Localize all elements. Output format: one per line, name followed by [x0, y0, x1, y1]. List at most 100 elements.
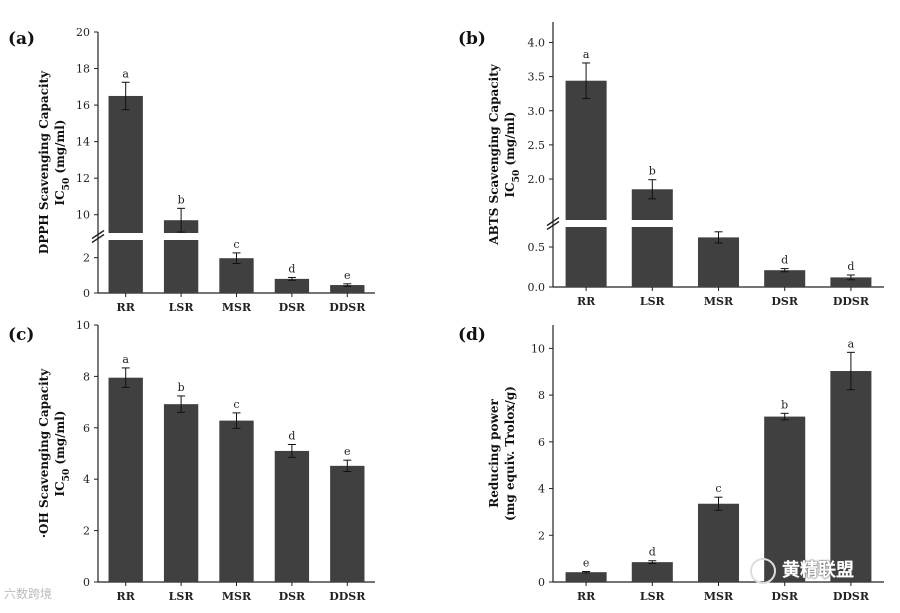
y-tick-label: 8: [538, 389, 545, 402]
axis-break-mark: [91, 229, 105, 240]
x-tick-label: MSR: [222, 590, 252, 603]
significance-letter: e: [583, 556, 590, 569]
y-tick-label: 0: [83, 287, 90, 300]
y-axis-label-line2: IC: [503, 182, 517, 197]
y-tick-label: 6: [83, 422, 90, 435]
bar-rr: [565, 80, 607, 287]
y-tick-label: 3.5: [528, 71, 546, 84]
significance-letter: a: [583, 48, 590, 61]
panel-label: (c): [8, 325, 34, 345]
y-tick-label: 0: [83, 576, 90, 589]
bar-rr: [565, 572, 607, 582]
axis-break-mark: [546, 220, 560, 231]
significance-letter: a: [848, 337, 855, 350]
y-axis-label-subscript: 50: [62, 178, 72, 191]
x-tick-label: LSR: [169, 301, 195, 314]
panel-label: (b): [458, 29, 486, 49]
bar-msr: [219, 420, 254, 582]
y-tick-label: 0.0: [528, 281, 546, 294]
y-tick-label: 2.0: [528, 173, 546, 186]
panel-c: 0 2 4 6 8 10 a RR b LSR c MSR d DSR e DDSR (c) ·OH Scaven…: [8, 319, 375, 603]
x-tick-label: DDSR: [329, 301, 366, 314]
y-axis-label-unit: (mg/ml): [53, 411, 67, 469]
y-tick-label: 6: [538, 436, 545, 449]
significance-letter: d: [288, 430, 295, 443]
significance-letter: d: [847, 260, 854, 273]
significance-letter: b: [178, 381, 185, 394]
y-tick-label: 10: [76, 319, 90, 332]
panel-b: 0.00.52.02.53.03.54.0aRRbLSRcMSRdDSRdDDS…: [458, 22, 885, 308]
y-tick-label: 12: [76, 172, 90, 185]
y-tick-label: 16: [76, 99, 90, 112]
axis-break-band: [554, 220, 885, 227]
y-axis-label: ·OH Scavenging Capacity IC50 (mg/ml): [37, 368, 72, 538]
y-axis-label: Reducing power (mg equiv. Trolox/g): [487, 386, 517, 521]
bar-dsr: [764, 416, 806, 582]
y-tick-label: 2.5: [528, 139, 546, 152]
y-axis-label-line2: IC: [53, 190, 67, 205]
x-tick-label: DDSR: [833, 295, 870, 308]
y-axis-label: ABTS Scavenging Capacity IC50 (mg/ml): [487, 63, 522, 245]
significance-letter: c: [233, 238, 239, 251]
axis-break-mark: [546, 216, 560, 227]
watermark-left-text: 六数跨境: [4, 587, 53, 601]
x-tick-label: DSR: [279, 590, 306, 603]
y-tick-label: 8: [83, 370, 90, 383]
x-tick-label: RR: [117, 301, 136, 314]
y-tick-label: 20: [76, 26, 90, 39]
y-tick-label: 4: [83, 473, 90, 486]
y-axis-label-line1: Reducing power: [487, 399, 501, 508]
significance-letter: b: [178, 193, 185, 206]
y-axis-label-line1: ABTS Scavenging Capacity: [487, 63, 501, 245]
x-tick-label: RR: [117, 590, 136, 603]
bar-msr: [697, 503, 740, 582]
y-axis-label-line2: (mg equiv. Trolox/g): [503, 386, 517, 521]
y-axis-label-unit: (mg/ml): [503, 112, 517, 170]
y-axis-label: DPPH Scavenging Capacity IC50 (mg/ml): [37, 70, 72, 254]
y-axis-label-subscript: 50: [512, 170, 522, 183]
watermark-right: 黄精联盟: [750, 556, 854, 584]
bar-ddsr: [330, 285, 365, 293]
significance-letter: b: [649, 165, 656, 178]
significance-letter: c: [715, 482, 721, 495]
panel-a: 0 2 10 12 14 16 18 20 a RR b LSR c MSR d DSR e DDSR (a) DPP…: [8, 26, 376, 314]
y-tick-label: 10: [531, 342, 545, 355]
bar-lsr: [163, 404, 199, 582]
bar-rr: [108, 377, 143, 582]
y-axis-label-line2: IC: [53, 481, 67, 496]
y-axis-label-subscript: 50: [62, 469, 72, 482]
significance-letter: d: [649, 546, 656, 559]
panel-d: 0 2 4 6 8 10 e RR d LSR c MSR b DSR a DDSR (d) Reducing p…: [458, 325, 884, 603]
bar-ddsr: [330, 465, 365, 582]
panel-label: (a): [8, 29, 35, 49]
significance-letter: e: [344, 269, 351, 282]
significance-letter: d: [288, 262, 295, 275]
y-tick-label: 4.0: [528, 36, 546, 49]
x-tick-label: LSR: [640, 590, 666, 603]
bar-lsr: [631, 189, 673, 287]
watermark-right-text: 黄精联盟: [782, 560, 854, 581]
panel-label: (d): [458, 325, 486, 345]
significance-letter: c: [233, 398, 239, 411]
significance-letter: d: [781, 254, 788, 267]
significance-letter: a: [122, 353, 129, 366]
y-tick-label: 3.0: [528, 105, 546, 118]
y-axis-label-unit: (mg/ml): [53, 120, 67, 178]
y-tick-label: 14: [76, 136, 90, 149]
y-tick-label: 2: [83, 252, 90, 265]
bar-ddsr: [830, 277, 872, 287]
y-axis-label-line1: DPPH Scavenging Capacity: [37, 70, 51, 254]
y-tick-label: 10: [76, 209, 90, 222]
bar-msr: [219, 258, 254, 293]
x-tick-label: DDSR: [833, 590, 870, 603]
x-tick-label: DSR: [771, 590, 798, 603]
axis-break-band: [99, 233, 376, 240]
x-tick-label: RR: [577, 590, 596, 603]
y-tick-label: 18: [76, 63, 90, 76]
bar-lsr: [631, 562, 673, 582]
axis-break-mark: [91, 233, 105, 244]
significance-letter: e: [344, 445, 351, 458]
significance-letter: a: [122, 67, 129, 80]
x-tick-label: MSR: [222, 301, 252, 314]
x-tick-label: RR: [577, 295, 596, 308]
